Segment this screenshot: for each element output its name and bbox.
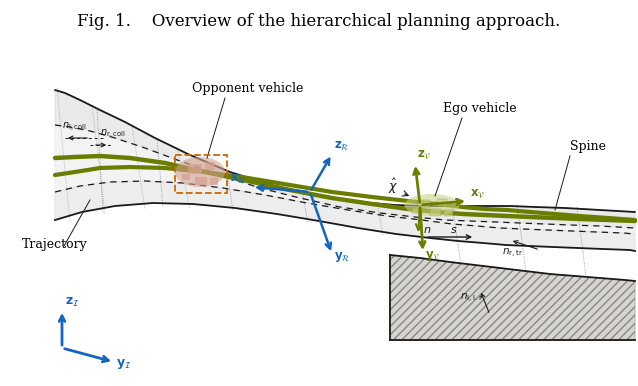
Bar [437, 199, 447, 206]
Bar [175, 155, 227, 193]
Text: Ego vehicle: Ego vehicle [443, 102, 517, 115]
Bar [418, 200, 430, 208]
Polygon shape [390, 255, 635, 340]
Bar [412, 208, 419, 213]
Bar [210, 178, 218, 185]
Text: $n_{\mathrm{r,coll}}$: $n_{\mathrm{r,coll}}$ [100, 128, 126, 141]
Ellipse shape [175, 157, 225, 187]
Text: $\mathbf{z}_\mathcal{R}$: $\mathbf{z}_\mathcal{R}$ [334, 140, 350, 153]
Text: Trajectory: Trajectory [22, 238, 88, 251]
Text: $\mathbf{y}_\mathcal{V}$: $\mathbf{y}_\mathcal{V}$ [425, 249, 440, 263]
Text: $\mathbf{x}_\mathcal{V}$: $\mathbf{x}_\mathcal{V}$ [470, 187, 486, 200]
Ellipse shape [404, 194, 459, 216]
Text: Spine: Spine [570, 140, 606, 153]
Bar [195, 177, 207, 185]
Text: $\mathbf{y}_\mathcal{I}$: $\mathbf{y}_\mathcal{I}$ [116, 357, 131, 371]
Bar [444, 210, 453, 216]
Text: $n_{\mathrm{r,tr}}$: $n_{\mathrm{r,tr}}$ [502, 247, 523, 260]
Text: $\mathbf{y}_\mathcal{R}$: $\mathbf{y}_\mathcal{R}$ [334, 250, 350, 264]
Bar [188, 164, 202, 174]
Polygon shape [55, 125, 635, 234]
Bar [205, 162, 215, 170]
Bar [430, 209, 441, 216]
Text: $\hat{\chi}$: $\hat{\chi}$ [388, 177, 398, 196]
Text: $n$: $n$ [423, 225, 431, 235]
Text: $\mathbf{z}_\mathcal{V}$: $\mathbf{z}_\mathcal{V}$ [417, 148, 431, 161]
Text: Fig. 1.    Overview of the hierarchical planning approach.: Fig. 1. Overview of the hierarchical pla… [77, 14, 561, 30]
Text: Opponent vehicle: Opponent vehicle [192, 82, 304, 95]
Polygon shape [55, 90, 635, 228]
Text: $\mathbf{x}_\mathcal{R}$: $\mathbf{x}_\mathcal{R}$ [230, 173, 246, 186]
Bar [182, 174, 190, 180]
Text: $s$: $s$ [450, 225, 457, 235]
Text: $n_{\mathrm{l,l.r}}$: $n_{\mathrm{l,l.r}}$ [460, 292, 483, 305]
Text: $\mathbf{z}_\mathcal{I}$: $\mathbf{z}_\mathcal{I}$ [65, 296, 80, 309]
Text: $n_{\mathrm{l,coll}}$: $n_{\mathrm{l,coll}}$ [62, 121, 87, 134]
Polygon shape [390, 255, 635, 340]
Polygon shape [55, 181, 635, 251]
